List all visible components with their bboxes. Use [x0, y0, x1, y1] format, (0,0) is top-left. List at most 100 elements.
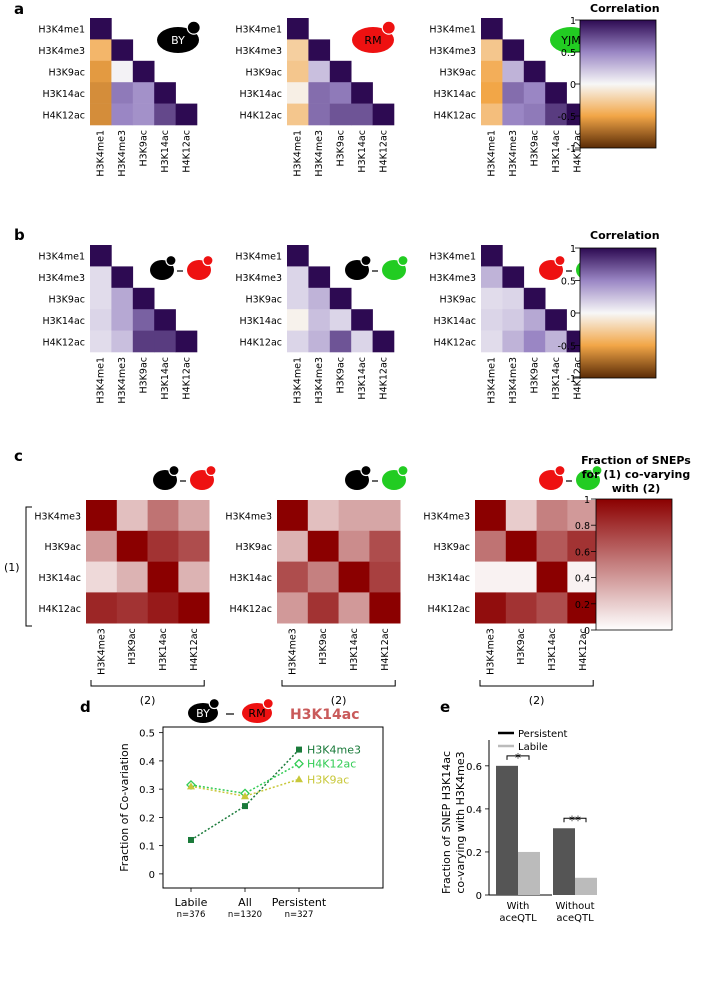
heatmap-cell — [523, 60, 546, 83]
heatmap-cell — [307, 561, 339, 593]
row-tick-label: H3K14ac — [433, 89, 476, 100]
heatmap-a-by: H3K4me1 H3K4me3 H3K9ac H3K14ac H4K12ac H3K4me… — [38, 18, 198, 177]
strain-icon-rm: RM — [352, 20, 396, 53]
y-axis-label-line2: co-varying with H3K4me3 — [454, 751, 467, 893]
row-tick-label: H3K4me3 — [38, 46, 85, 57]
y-tick-label: 0.2 — [466, 848, 482, 859]
strain-label: BY — [196, 707, 210, 720]
heatmap-cell — [90, 245, 112, 267]
heatmap-cell — [308, 103, 331, 126]
heatmap-cell — [277, 530, 309, 562]
heatmap-a-yjm: H3K4me1 H3K4me3 H3K9ac H3K14ac H4K12ac H3K4me… — [429, 18, 589, 177]
heatmap-cell — [351, 309, 373, 331]
pair-icon-c-rm-yjm — [539, 464, 603, 490]
row-tick-label: H3K4me3 — [38, 273, 85, 284]
heatmap-cell — [154, 330, 176, 353]
col-tick-label: H3K4me1 — [96, 130, 107, 177]
data-point — [188, 836, 194, 843]
x-tick-n: n=376 — [177, 910, 206, 920]
heatmap-cell — [338, 561, 370, 593]
col-tick-label: H4K12ac — [380, 628, 391, 671]
colorbar-tick-label: 1 — [584, 495, 590, 506]
colorbar-ticks: 1 0.5 0 -0.5 -1 — [557, 16, 580, 155]
heatmap-cell — [481, 266, 503, 289]
chart-title: H3K14ac — [290, 707, 360, 723]
heatmap-cell — [481, 330, 503, 353]
heatmap-cell — [505, 530, 537, 562]
heatmap-cell — [369, 530, 401, 562]
heatmap-cell — [111, 103, 134, 126]
heatmap-cell — [147, 592, 179, 624]
heatmap-cell — [502, 309, 525, 331]
series-line — [190, 749, 300, 841]
row-tick-label: H3K9ac — [235, 542, 272, 553]
yeast-cell-body — [352, 27, 394, 53]
col-group-bracket — [479, 680, 594, 687]
heatmap-cell — [287, 245, 309, 267]
heatmap-cell — [287, 287, 309, 310]
col-tick-label: H3K14ac — [160, 130, 171, 173]
colorbar-fraction: Fraction of SNEPs for (1) co-varying wit… — [575, 454, 691, 637]
heatmap-cell — [481, 287, 503, 310]
colorbar-gradient — [595, 498, 673, 631]
colorbar-ticks: 1 0.8 0.6 0.4 0.2 0 — [575, 495, 596, 637]
x-tick-n: n=1320 — [228, 910, 262, 920]
row-tick-label: H3K14ac — [38, 573, 81, 584]
col-tick-label: H3K14ac — [158, 628, 169, 671]
y-tick-label: 0.5 — [139, 729, 155, 740]
heatmap-cell — [132, 60, 155, 83]
plot-frame — [162, 726, 384, 889]
col-group-brackets: (2) (2) (2) — [90, 680, 594, 707]
heatmap-cell — [111, 82, 134, 104]
strain-label: RM — [364, 34, 381, 47]
heatmap-cell — [90, 82, 112, 104]
heatmap-cell — [523, 330, 546, 353]
heatmap-cell — [481, 103, 503, 126]
legend-label: Labile — [518, 742, 548, 753]
significance-mark: ** — [569, 813, 581, 827]
heatmap-cell — [287, 39, 309, 62]
bar-chart-e: 0 0.2 0.4 0.6 Fraction of SNEP H3K14ac co-var… — [440, 729, 597, 924]
heatmap-cell — [505, 500, 537, 532]
bar-labile — [575, 877, 597, 895]
yeast-bud — [165, 254, 177, 267]
heatmap-cell — [308, 330, 331, 353]
heatmap-cell — [536, 500, 568, 532]
y-tick-label: 0 — [476, 891, 482, 902]
strain-icon-left — [539, 464, 566, 490]
row-tick-label: H3K9ac — [433, 542, 470, 553]
heatmap-b-by-rm: H3K4me1 H3K4me3 H3K9ac H3K14ac H4K12ac H3K4me… — [38, 245, 198, 404]
heatmap-cell — [175, 103, 198, 126]
colorbar-title-line2: for (1) co-varying — [582, 468, 690, 481]
col-tick-label: H4K12ac — [378, 357, 389, 400]
heatmap-cell — [307, 530, 339, 562]
y-tick-label: 0.4 — [139, 757, 155, 768]
col-tick-label: H3K4me1 — [293, 130, 304, 177]
col-tick-label: H3K4me1 — [96, 357, 107, 404]
heatmap-cell — [147, 500, 179, 532]
heatmap-cell — [369, 500, 401, 532]
heatmap-cell — [481, 309, 503, 331]
strain-icon-right — [187, 254, 214, 280]
heatmap-cell — [147, 530, 179, 562]
row-tick-label: H3K4me1 — [235, 252, 282, 263]
heatmap-cell — [567, 561, 599, 593]
heatmap-cell — [502, 103, 525, 126]
row-tick-label: H3K4me3 — [225, 511, 272, 522]
y-tick-label: 0.6 — [466, 762, 482, 773]
heatmap-cell — [116, 500, 148, 532]
heatmap-cell — [523, 309, 546, 331]
heatmap-cell — [154, 103, 176, 126]
panel-label-c: c — [14, 447, 23, 465]
heatmap-cell — [86, 592, 118, 624]
heatmap-b-rm-yjm: H3K4me1 H3K4me3 H3K9ac H3K14ac H4K12ac H3K4me… — [429, 245, 589, 404]
heatmap-cell — [111, 287, 134, 310]
col-group-bracket — [281, 680, 396, 687]
x-tick-label-line1: With — [507, 901, 530, 912]
heatmap-cell — [111, 266, 134, 289]
colorbar-tick-label: -1 — [567, 374, 576, 385]
col-tick-label: H3K4me3 — [287, 628, 298, 675]
bar-labile — [518, 851, 540, 895]
x-tick-label: Persistent — [272, 896, 327, 909]
strain-label: YJM — [560, 34, 580, 47]
